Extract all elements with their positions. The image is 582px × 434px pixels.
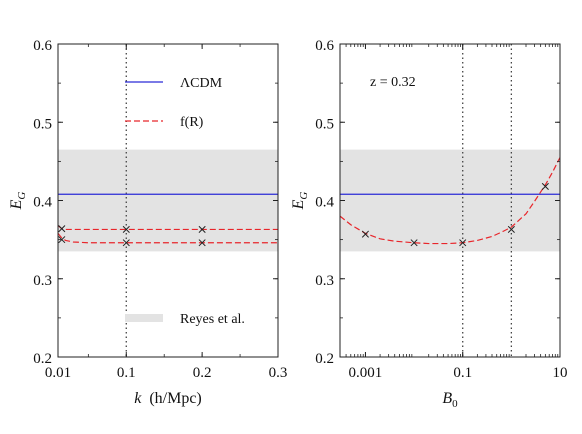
y-tick-label: 0.3 [315,273,334,289]
data-point-stroke [58,236,66,244]
y-axis-label: EG [8,192,28,211]
data-point [58,225,66,233]
x-axis-var: B [442,390,452,407]
reyes-band [58,149,278,252]
data-point [122,225,130,234]
data-point [410,239,418,247]
data-point [507,225,515,234]
legend-swatch-reyes [125,314,163,322]
series-line-1 [57,225,278,231]
x-tick-label: 10 [553,365,568,381]
legend: ΛCDM f(R) Reyes et al. [125,76,245,327]
y-tick-label: 0.6 [315,38,334,54]
y-axis-var: E [290,199,307,210]
data-point-stroke [361,230,369,238]
data-point-stroke [541,182,549,190]
data-point-stroke [459,239,467,247]
data-point [361,230,369,238]
y-tick-label: 0.3 [33,273,52,289]
y-tick-label: 0.4 [315,195,334,211]
data-point [459,239,467,247]
y-tick-label: 0.2 [33,351,52,367]
x-axis-unit: (h/Mpc) [149,390,201,407]
x-axis-var: k [134,390,142,407]
y-axis-label: EG [290,192,310,211]
y-axis-var: E [8,199,25,210]
x-axis-label: k (h/Mpc) [134,390,202,407]
redshift-annotation: z = 0.32 [370,75,416,90]
y-tick-label: 0.5 [33,116,52,132]
y-tick-label: 0.2 [315,351,334,367]
y-axis-sub: G [16,192,28,200]
x-tick-label: 0.1 [453,365,472,381]
right-panel: 0.2 0.3 0.4 0.5 0.6 0.001 0.1 10 EG B0 z = 0.32 [290,38,568,410]
data-point-stroke [122,239,130,247]
data-point [198,225,206,234]
x-tick-label: 0.3 [269,365,288,381]
legend-label-lcdm: ΛCDM [180,76,223,91]
x-axis-sub: 0 [452,398,458,410]
data-point-stroke [507,225,515,234]
legend-label-fr: f(R) [180,115,204,130]
data-point [122,239,130,247]
y-tick-label: 0.6 [33,38,52,54]
x-tick-label: 0.001 [349,365,383,381]
data-point [198,239,206,247]
data-point [541,182,549,190]
x-tick-label: 0.2 [193,365,212,381]
x-tick-label: 0.1 [117,365,136,381]
series-line-1 [339,157,561,245]
data-point-stroke [58,225,66,233]
x-tick-label: 0.01 [45,365,71,381]
y-tick-label: 0.4 [33,195,52,211]
data-point-stroke [410,239,418,247]
reyes-band [340,149,560,252]
y-tick-label: 0.5 [315,116,334,132]
data-point-stroke [122,225,130,234]
data-point [58,236,66,244]
series-line-2 [57,232,278,244]
data-point-stroke [198,239,206,247]
x-axis-label: B0 [442,390,458,410]
legend-label-reyes: Reyes et al. [180,312,245,327]
y-axis-sub: G [298,192,310,200]
data-point-stroke [198,225,206,234]
